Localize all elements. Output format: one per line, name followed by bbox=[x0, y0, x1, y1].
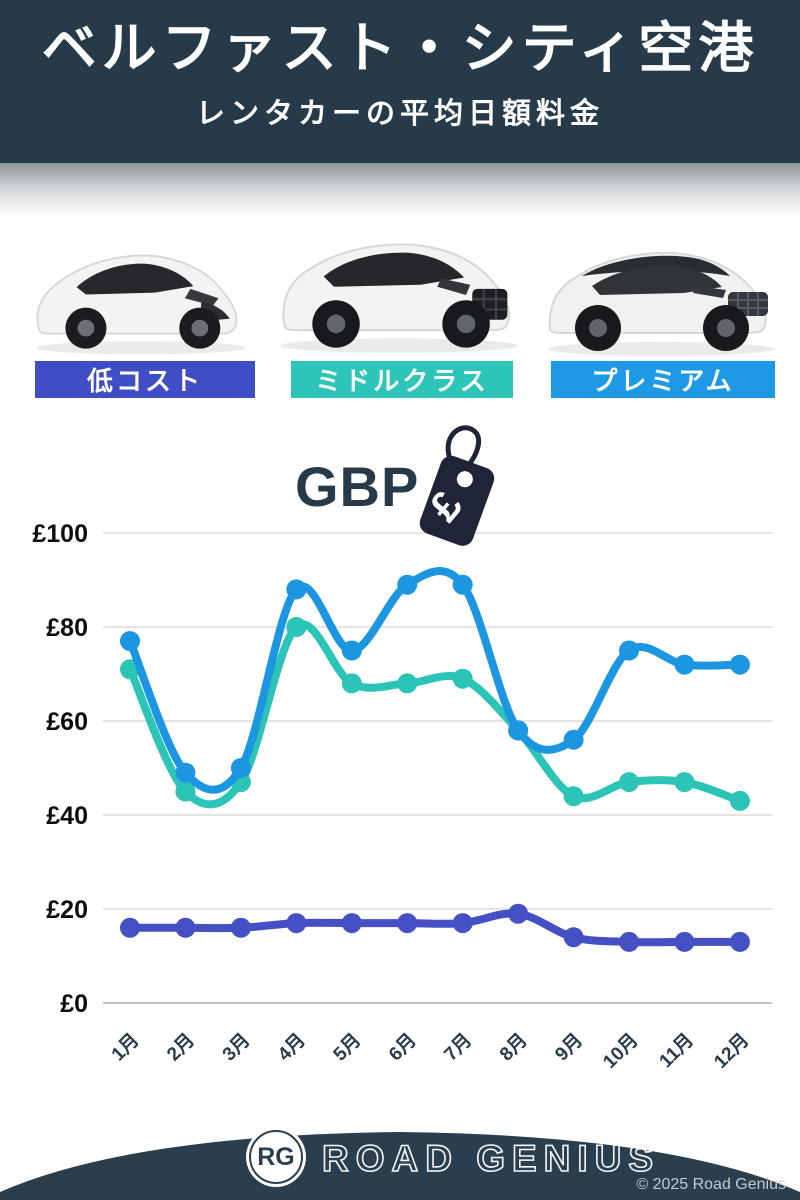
y-axis-label: £20 bbox=[46, 896, 88, 924]
x-axis-label: 7月 bbox=[440, 1030, 476, 1066]
car-wheel-hub bbox=[589, 319, 607, 337]
page-title: ベルファスト・シティ空港 bbox=[41, 17, 759, 79]
data-point bbox=[397, 574, 418, 595]
y-axis-label: £80 bbox=[46, 614, 88, 642]
y-axis-label: £40 bbox=[46, 802, 88, 830]
x-axis-label: 10月 bbox=[599, 1030, 642, 1073]
page-subtitle: レンタカーの平均日額料金 bbox=[195, 97, 604, 130]
data-point bbox=[397, 673, 418, 694]
data-point bbox=[452, 913, 473, 934]
copyright-text: © 2025 Road Genius bbox=[636, 1176, 786, 1193]
car-image-compact-hatchback bbox=[36, 254, 246, 355]
price-tag-icon: £ bbox=[419, 425, 495, 546]
data-point bbox=[175, 762, 196, 783]
x-axis-label: 1月 bbox=[108, 1030, 144, 1066]
car-windows bbox=[76, 263, 194, 295]
data-point bbox=[286, 617, 307, 637]
price-tag-rope bbox=[445, 425, 482, 473]
data-point bbox=[619, 772, 640, 793]
car-windows bbox=[592, 265, 722, 295]
x-axis-label: 4月 bbox=[274, 1030, 310, 1066]
car-wheel-hub bbox=[191, 319, 209, 337]
data-point bbox=[286, 913, 307, 934]
data-point bbox=[674, 772, 695, 793]
data-point bbox=[563, 729, 584, 750]
car-grille-mesh bbox=[472, 288, 508, 320]
legend-badge-premium: プレミアム bbox=[551, 361, 775, 398]
car-headlight bbox=[184, 288, 219, 306]
data-point bbox=[120, 917, 140, 938]
data-point bbox=[341, 640, 362, 661]
data-point bbox=[729, 654, 750, 675]
x-axis-label: 11月 bbox=[656, 1030, 698, 1072]
price-tag-body bbox=[419, 455, 495, 546]
x-axis-label: 8月 bbox=[496, 1030, 532, 1066]
car-headlight bbox=[437, 278, 471, 296]
data-point bbox=[619, 640, 640, 661]
y-axis-label: £100 bbox=[32, 520, 88, 548]
data-point bbox=[452, 574, 473, 595]
car-wheel-hub bbox=[326, 314, 346, 334]
legend-badge-middle-class: ミドルクラス bbox=[291, 361, 513, 398]
currency-label: GBP bbox=[295, 455, 420, 518]
car-headlight bbox=[693, 286, 726, 298]
car-wheel-hub bbox=[77, 319, 95, 337]
x-axis-label: 3月 bbox=[219, 1030, 255, 1066]
data-point bbox=[175, 917, 196, 938]
road-genius-logo: RG bbox=[246, 1127, 306, 1187]
data-point bbox=[286, 579, 307, 600]
car-grille-mesh bbox=[728, 292, 768, 316]
data-point bbox=[397, 913, 418, 934]
car-wheel-hub bbox=[717, 319, 735, 337]
x-axis-label: 5月 bbox=[330, 1030, 366, 1066]
car-windows bbox=[323, 252, 465, 287]
data-point bbox=[563, 786, 584, 807]
data-point bbox=[729, 931, 750, 952]
rental-price-line-chart: £0 £20 £40 £60 £80 £100 1月 2月 3月 4月 5月 6月 7月 8月 9月 10月 1… bbox=[32, 520, 772, 1073]
footer: RG ROAD GENIUS © 2025 Road Genius bbox=[0, 1110, 800, 1200]
brand-name: ROAD GENIUS bbox=[321, 1137, 661, 1180]
data-point bbox=[508, 903, 529, 924]
car-wheel-hub bbox=[456, 314, 476, 334]
y-axis-label: £60 bbox=[46, 708, 88, 736]
data-point bbox=[341, 673, 362, 694]
x-axis-label: 12月 bbox=[710, 1030, 753, 1073]
footer-arch bbox=[0, 1132, 800, 1200]
data-point bbox=[230, 758, 251, 778]
data-point bbox=[619, 931, 640, 952]
data-point bbox=[508, 720, 529, 741]
data-point bbox=[175, 781, 196, 802]
data-point bbox=[674, 931, 695, 952]
car-shadow bbox=[36, 341, 246, 355]
data-point bbox=[452, 668, 473, 689]
series-line-2 bbox=[126, 909, 744, 947]
logo-monogram: RG bbox=[257, 1142, 295, 1171]
header: ベルファスト・シティ空港 レンタカーの平均日額料金 bbox=[0, 0, 800, 163]
data-point bbox=[230, 917, 251, 938]
footer-arch-shape bbox=[0, 1132, 800, 1200]
price-tag-hole bbox=[456, 471, 473, 488]
logo-ring: RG bbox=[249, 1130, 303, 1184]
legend-badge-low-cost: 低コスト bbox=[35, 361, 255, 398]
x-axis-label: 6月 bbox=[385, 1030, 421, 1066]
y-axis-label: £0 bbox=[60, 990, 88, 1018]
data-point bbox=[674, 654, 695, 675]
x-axis-label: 9月 bbox=[551, 1030, 587, 1066]
data-point bbox=[341, 913, 362, 934]
data-point bbox=[563, 927, 584, 948]
car-image-mid-size-suv bbox=[280, 243, 518, 353]
currency-heading: GBP £ bbox=[290, 418, 510, 548]
data-point bbox=[120, 631, 140, 652]
data-point bbox=[729, 790, 750, 811]
header-shadow-gradient bbox=[0, 163, 800, 215]
car-image-premium-suv bbox=[548, 251, 774, 356]
x-axis-label: 2月 bbox=[163, 1030, 199, 1066]
